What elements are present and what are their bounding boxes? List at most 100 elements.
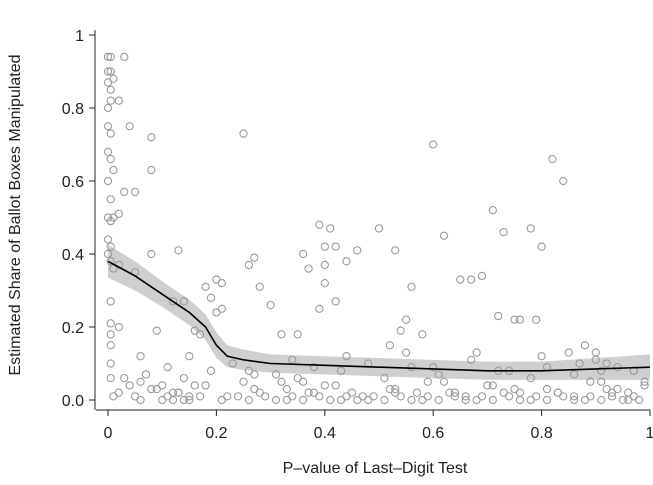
scatter-point — [174, 388, 183, 397]
scatter-point — [537, 242, 546, 251]
scatter-point — [168, 297, 178, 306]
scatter-point — [613, 362, 622, 372]
y-tick-label: 0.8 — [62, 101, 84, 118]
scatter-point — [401, 348, 411, 357]
scatter-point — [434, 395, 443, 405]
scatter-point — [326, 395, 335, 405]
scatter-point — [217, 395, 226, 405]
scatter-point — [120, 373, 129, 383]
scatter-point — [174, 246, 183, 255]
scatter-point — [106, 154, 115, 164]
scatter-point — [106, 52, 115, 62]
scatter-point — [120, 52, 129, 62]
scatter-point — [114, 322, 123, 332]
scatter-point — [466, 275, 476, 284]
scatter-point — [342, 352, 351, 361]
scatter-point — [423, 377, 432, 386]
x-axis-label: P–value of Last–Digit Test — [283, 460, 468, 477]
scatter-point — [353, 246, 362, 255]
scatter-point — [106, 67, 115, 76]
scatter-point — [461, 395, 470, 405]
scatter-point — [418, 395, 427, 405]
scatter-point — [103, 176, 113, 186]
scatter-point — [106, 297, 115, 306]
scatter-point — [103, 249, 113, 259]
scatter-point — [515, 395, 525, 405]
scatter-point — [607, 392, 617, 401]
scatter-point — [412, 388, 422, 397]
scatter-point — [499, 388, 508, 397]
x-tick-label: 0.8 — [530, 425, 552, 442]
scatter-point — [120, 187, 129, 197]
scatter-point — [569, 370, 579, 379]
scatter-point — [201, 282, 210, 291]
y-tick-label: 0.2 — [62, 320, 84, 337]
smooth-line-layer — [107, 260, 651, 372]
scatter-point — [472, 348, 481, 357]
scatter-point — [106, 96, 115, 105]
scatter-point — [407, 282, 416, 291]
scatter-point — [461, 392, 470, 401]
scatter-point — [326, 224, 335, 233]
scatter-point — [488, 381, 497, 390]
scatter-point — [391, 384, 400, 394]
scatter-point — [396, 326, 405, 335]
scatter-point — [374, 224, 384, 233]
scatter-point — [103, 147, 113, 156]
scatter-point — [217, 279, 226, 288]
scatter-point — [304, 388, 313, 397]
x-tick-label: 1 — [646, 425, 653, 442]
scatter-point — [580, 341, 590, 350]
scatter-points-layer — [103, 52, 649, 405]
scatter-point — [450, 388, 460, 397]
scatter-point — [488, 395, 497, 405]
scatter-point — [515, 388, 525, 397]
scatter-point — [168, 395, 178, 405]
y-tick-label: 0.6 — [62, 174, 84, 191]
scatter-point — [591, 348, 600, 357]
scatter-point — [125, 381, 134, 390]
scatter-point — [532, 315, 541, 324]
scatter-point — [206, 366, 216, 375]
scatter-point — [618, 395, 628, 405]
scatter-point — [353, 395, 362, 405]
scatter-point — [515, 315, 525, 324]
scatter-point — [385, 341, 394, 350]
scatter-point — [195, 392, 205, 401]
scatter-point — [364, 395, 373, 405]
scatter-point — [103, 52, 113, 62]
scatter-point — [147, 133, 156, 142]
scatter-point — [136, 395, 145, 405]
x-tick-label: 0.6 — [422, 425, 444, 442]
scatter-point — [147, 249, 156, 259]
scatter-point — [109, 74, 118, 83]
scatter-point — [483, 381, 492, 390]
scatter-point — [250, 384, 259, 394]
scatter-point — [233, 392, 243, 401]
scatter-point — [103, 103, 113, 113]
confidence-band — [108, 244, 650, 380]
scatter-point — [282, 395, 292, 405]
scatter-point — [597, 377, 606, 386]
scatter-point — [494, 311, 503, 321]
scatter-point — [429, 362, 438, 372]
scatter-point — [109, 392, 118, 401]
scatter-point — [277, 377, 286, 386]
scatter-point — [244, 260, 254, 270]
scatter-point — [106, 373, 115, 383]
scatter-point — [185, 392, 194, 401]
scatter-point — [597, 395, 606, 405]
scatter-point — [309, 388, 319, 397]
scatter-point — [244, 395, 254, 405]
scatter-point — [106, 129, 115, 138]
scatter-point — [103, 122, 113, 131]
scatter-point — [602, 359, 611, 368]
scatter-point — [250, 253, 259, 262]
scatter-point — [217, 304, 226, 313]
y-tick-layer: 0.0 0.2 0.4 0.6 0.8 1 — [62, 28, 95, 410]
scatter-point — [439, 377, 449, 386]
scatter-point — [130, 187, 140, 197]
scatter-point — [569, 395, 579, 405]
scatter-point — [315, 304, 324, 313]
